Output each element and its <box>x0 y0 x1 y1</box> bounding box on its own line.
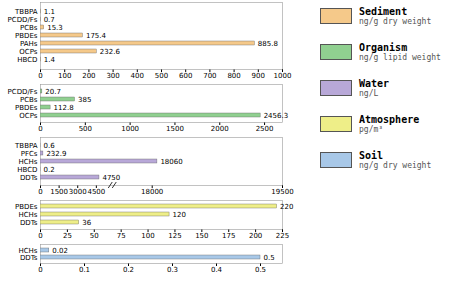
svg-text:0.4: 0.4 <box>211 266 223 274</box>
svg-text:OCPs: OCPs <box>19 48 37 56</box>
svg-text:700: 700 <box>203 72 216 80</box>
svg-text:0: 0 <box>38 72 42 80</box>
svg-text:400: 400 <box>131 72 144 80</box>
svg-text:500: 500 <box>155 72 168 80</box>
svg-text:OCPs: OCPs <box>19 112 37 120</box>
svg-text:PCDD/Fs: PCDD/Fs <box>8 16 38 24</box>
svg-text:1000: 1000 <box>274 72 292 80</box>
svg-text:100: 100 <box>58 72 71 80</box>
svg-text:0.02: 0.02 <box>52 247 68 255</box>
svg-text:0.3: 0.3 <box>167 266 178 274</box>
svg-text:HCHs: HCHs <box>18 211 37 219</box>
svg-text:DDTs: DDTs <box>20 254 38 262</box>
svg-text:4500: 4500 <box>87 188 105 196</box>
svg-text:PCBs: PCBs <box>20 96 38 104</box>
svg-text:2000: 2000 <box>211 125 229 133</box>
svg-text:200: 200 <box>249 232 262 240</box>
svg-text:300: 300 <box>106 72 119 80</box>
svg-text:220: 220 <box>280 203 293 211</box>
svg-text:PBDEs: PBDEs <box>15 32 38 40</box>
svg-text:800: 800 <box>227 72 240 80</box>
svg-text:HCHs: HCHs <box>18 158 37 166</box>
svg-text:20.7: 20.7 <box>45 88 61 96</box>
svg-text:19500: 19500 <box>271 188 293 196</box>
html-text:Soil: Soil <box>359 150 384 161</box>
svg-text:120: 120 <box>173 211 186 219</box>
svg-text:PBDEs: PBDEs <box>15 203 38 211</box>
svg-text:PBDEs: PBDEs <box>15 104 38 112</box>
svg-text:50: 50 <box>90 232 99 240</box>
html-text:ng/L: ng/L <box>359 89 379 98</box>
svg-text:125: 125 <box>168 232 181 240</box>
svg-text:HCHs: HCHs <box>18 246 38 255</box>
svg-text:1.4: 1.4 <box>44 56 56 64</box>
svg-text:500: 500 <box>79 125 92 133</box>
svg-text:0: 0 <box>38 232 42 240</box>
svg-text:0.7: 0.7 <box>44 16 55 24</box>
html-text:ng/g dry weight: ng/g dry weight <box>359 17 432 26</box>
svg-text:1500: 1500 <box>50 188 68 196</box>
svg-text:DDTs: DDTs <box>20 174 38 182</box>
svg-text:200: 200 <box>82 72 95 80</box>
svg-text:PCBs: PCBs <box>20 24 38 32</box>
svg-text:4750: 4750 <box>102 174 120 182</box>
svg-text:0.5: 0.5 <box>264 254 275 262</box>
html-text:Organism: Organism <box>359 42 408 53</box>
html-text:pg/m³: pg/m³ <box>359 125 384 134</box>
svg-text:HBCD: HBCD <box>17 56 37 64</box>
svg-text:PFCs: PFCs <box>21 150 38 158</box>
svg-text:2500: 2500 <box>256 125 274 133</box>
svg-text:1500: 1500 <box>166 125 184 133</box>
svg-text:0.6: 0.6 <box>44 142 56 150</box>
svg-text:PAHs: PAHs <box>20 40 38 48</box>
svg-text:TBBPA: TBBPA <box>14 142 38 150</box>
svg-text:150: 150 <box>195 232 208 240</box>
html-text:Water: Water <box>359 78 390 89</box>
html-text:Atmosphere: Atmosphere <box>359 114 420 125</box>
svg-text:385: 385 <box>78 96 91 104</box>
svg-text:0.1: 0.1 <box>79 266 90 274</box>
svg-text:600: 600 <box>179 72 192 80</box>
svg-text:1000: 1000 <box>121 125 139 133</box>
svg-text:PCDD/Fs: PCDD/Fs <box>8 88 38 96</box>
svg-text:DDTs: DDTs <box>20 219 38 227</box>
svg-text:25: 25 <box>63 232 72 240</box>
svg-text:232.6: 232.6 <box>100 48 121 56</box>
svg-text:175.4: 175.4 <box>86 32 107 40</box>
svg-text:175: 175 <box>222 232 235 240</box>
svg-text:15.3: 15.3 <box>47 24 63 32</box>
svg-text:100: 100 <box>141 232 154 240</box>
svg-text:TBBPA: TBBPA <box>14 8 38 16</box>
svg-text:0.5: 0.5 <box>255 266 266 274</box>
svg-text:0: 0 <box>38 125 42 133</box>
svg-text:112.8: 112.8 <box>54 104 74 112</box>
svg-text:1.1: 1.1 <box>44 8 55 16</box>
svg-text:0.2: 0.2 <box>123 266 134 274</box>
svg-text:3000: 3000 <box>69 188 87 196</box>
svg-text:36: 36 <box>82 219 91 227</box>
html-text:ng/g lipid weight: ng/g lipid weight <box>359 53 441 62</box>
svg-text:0.2: 0.2 <box>44 166 55 174</box>
svg-text:225: 225 <box>276 232 289 240</box>
svg-text:0: 0 <box>38 188 42 196</box>
html-text:ng/g dry weight: ng/g dry weight <box>359 161 432 170</box>
svg-text:18000: 18000 <box>141 188 163 196</box>
svg-text:900: 900 <box>252 72 265 80</box>
svg-text:HBCD: HBCD <box>17 166 37 174</box>
svg-text:18060: 18060 <box>160 158 182 166</box>
svg-text:75: 75 <box>117 232 126 240</box>
svg-text:0: 0 <box>38 266 42 274</box>
svg-text:2456.3: 2456.3 <box>264 112 289 120</box>
svg-text:232.9: 232.9 <box>46 150 66 158</box>
svg-text:885.8: 885.8 <box>258 40 278 48</box>
html-text:Sediment: Sediment <box>359 6 408 17</box>
